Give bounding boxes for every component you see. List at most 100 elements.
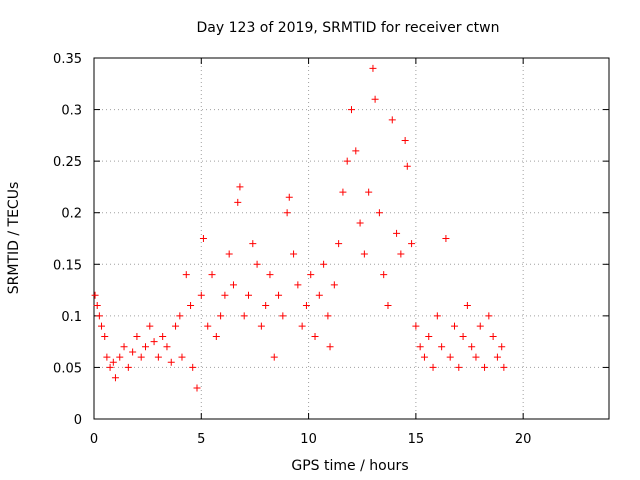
data-point — [283, 209, 291, 217]
data-point — [279, 312, 287, 320]
data-point — [142, 343, 149, 351]
data-point — [500, 363, 508, 371]
data-point — [468, 343, 476, 351]
data-point — [124, 363, 132, 371]
data-point — [290, 250, 298, 258]
data-point — [339, 188, 347, 196]
axis-ticks — [93, 57, 609, 420]
data-point — [154, 353, 162, 361]
data-point — [481, 363, 489, 371]
data-point — [348, 106, 355, 114]
data-point — [225, 250, 233, 258]
data-point — [116, 353, 124, 361]
data-point — [446, 353, 454, 361]
x-tick-label: 15 — [408, 432, 425, 447]
data-point — [442, 235, 450, 242]
data-point — [416, 343, 424, 351]
data-point — [285, 193, 293, 201]
data-point — [326, 343, 334, 351]
data-point — [249, 240, 257, 248]
data-point — [412, 322, 420, 330]
data-point — [352, 147, 360, 155]
data-point — [178, 353, 186, 361]
data-point — [91, 291, 99, 299]
data-point — [199, 235, 207, 242]
data-point — [109, 358, 117, 366]
data-point — [101, 332, 109, 340]
data-point — [240, 312, 248, 320]
y-tick-label: 0 — [74, 413, 82, 428]
data-point — [257, 322, 265, 330]
y-axis-label: SRMTID / TECUs — [6, 182, 22, 295]
data-point — [204, 322, 212, 330]
data-point — [137, 353, 145, 361]
y-tick-label: 0.05 — [53, 361, 82, 376]
data-point — [489, 332, 497, 340]
data-point — [234, 198, 242, 206]
data-point — [371, 95, 379, 103]
data-point — [493, 353, 501, 361]
x-axis-label: GPS time / hours — [291, 458, 408, 474]
x-tick-label: 5 — [197, 432, 205, 447]
data-point — [208, 271, 216, 279]
data-point — [425, 332, 433, 340]
data-point — [315, 291, 323, 299]
data-points — [91, 64, 508, 392]
data-point — [403, 162, 411, 170]
y-tick-label: 0.25 — [53, 155, 82, 170]
data-point — [133, 332, 141, 340]
data-point — [298, 322, 306, 330]
data-point — [270, 353, 278, 361]
data-point — [217, 312, 225, 320]
data-point — [159, 332, 167, 340]
data-point — [266, 271, 274, 279]
data-point — [420, 353, 428, 361]
data-point — [187, 302, 195, 310]
data-point — [463, 302, 471, 310]
data-point — [397, 250, 405, 258]
y-tick-label: 0.15 — [53, 258, 82, 273]
data-point — [408, 240, 416, 248]
data-point — [212, 332, 220, 340]
data-point — [360, 250, 368, 258]
data-point — [189, 363, 197, 371]
data-point — [129, 348, 137, 356]
data-point — [262, 302, 270, 310]
data-point — [324, 312, 332, 320]
x-tick-label: 20 — [515, 432, 532, 447]
data-point — [294, 281, 302, 289]
data-point — [320, 260, 328, 268]
data-point — [380, 271, 388, 279]
chart-title: Day 123 of 2019, SRMTID for receiver ctw… — [197, 20, 500, 36]
data-point — [172, 322, 180, 330]
data-point — [245, 291, 252, 299]
x-tick-labels: 0 5 10 15 20 — [90, 432, 532, 447]
plot-frame — [93, 57, 610, 420]
data-point — [429, 363, 437, 371]
data-point — [356, 219, 364, 227]
data-point — [176, 312, 184, 320]
data-point — [476, 322, 484, 330]
data-point — [103, 353, 111, 361]
data-point — [330, 281, 338, 289]
data-point — [163, 343, 171, 351]
x-tick-label: 10 — [300, 432, 317, 447]
data-point — [150, 338, 158, 346]
y-tick-label: 0.3 — [61, 104, 82, 119]
data-point — [401, 137, 409, 145]
data-point — [302, 302, 310, 310]
data-point — [167, 358, 175, 366]
data-point — [120, 343, 128, 351]
data-point — [393, 229, 401, 237]
data-point — [221, 291, 229, 299]
data-point — [307, 271, 315, 279]
y-tick-label: 0.35 — [53, 52, 82, 67]
data-point — [459, 332, 467, 340]
data-point — [311, 332, 319, 340]
data-point — [472, 353, 480, 361]
x-tick-label: 0 — [90, 432, 98, 447]
data-point — [193, 384, 201, 392]
data-point — [197, 291, 205, 299]
data-point — [388, 116, 396, 124]
data-point — [229, 281, 237, 289]
